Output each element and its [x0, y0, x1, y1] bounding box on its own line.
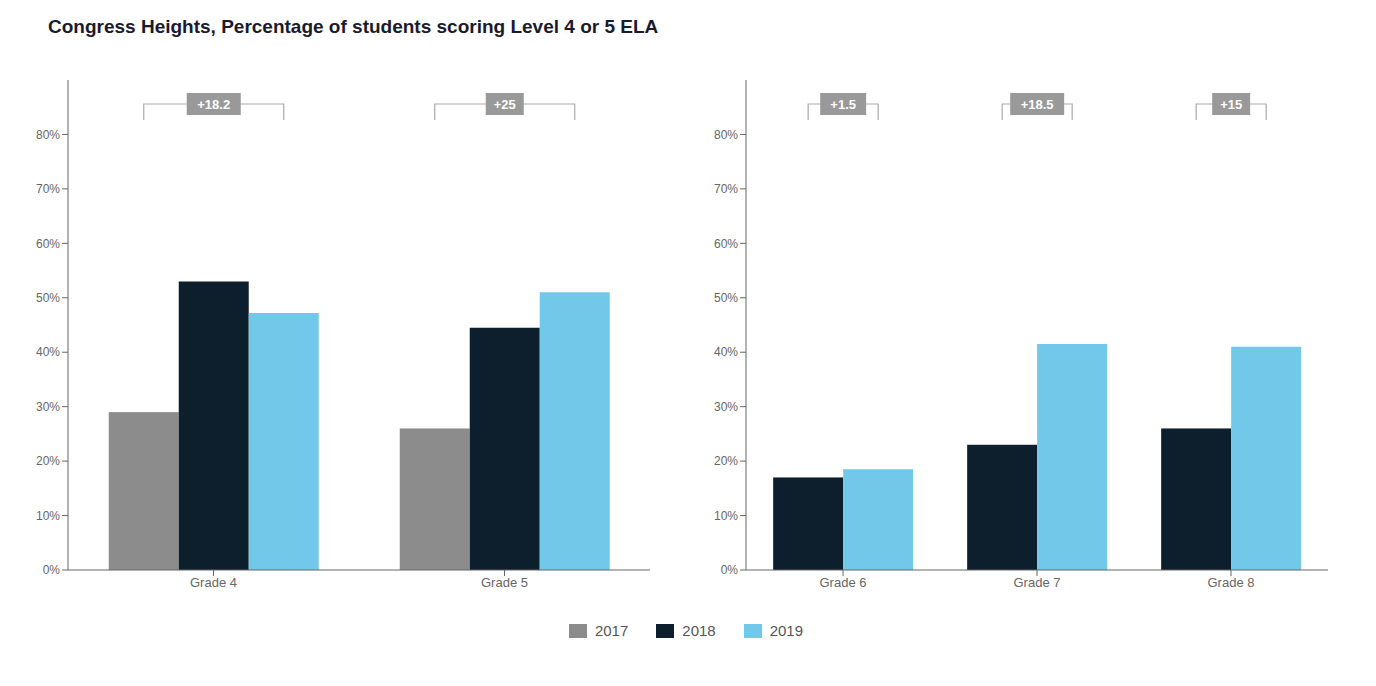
svg-text:20%: 20%	[36, 454, 60, 468]
html-text:Congress Heights, Percentage o: Congress Heights, Percentage of students…	[48, 16, 659, 37]
svg-text:30%: 30%	[36, 400, 60, 414]
svg-text:50%: 50%	[36, 291, 60, 305]
svg-text:Grade 5: Grade 5	[481, 575, 528, 590]
svg-text:80%: 80%	[714, 128, 738, 142]
html-text:2019: 2019	[769, 622, 804, 639]
html-text:2018: 2018	[682, 622, 716, 639]
svg-text:20%: 20%	[714, 454, 738, 468]
svg-text:10%: 10%	[714, 509, 738, 523]
svg-text:40%: 40%	[714, 345, 738, 359]
svg-text:10%: 10%	[36, 509, 60, 523]
svg-text:Grade 7: Grade 7	[1014, 575, 1061, 590]
svg-text:70%: 70%	[714, 182, 738, 196]
svg-text:+25: +25	[494, 97, 516, 112]
html-text:2017: 2017	[594, 622, 629, 639]
svg-text:40%: 40%	[36, 345, 60, 359]
svg-text:0%: 0%	[43, 563, 61, 577]
svg-text:+18.2: +18.2	[197, 97, 230, 112]
svg-text:Grade 6: Grade 6	[820, 575, 867, 590]
svg-text:+1.5: +1.5	[830, 97, 856, 112]
svg-text:60%: 60%	[36, 237, 60, 251]
svg-text:80%: 80%	[36, 128, 60, 142]
svg-text:0%: 0%	[721, 563, 739, 577]
svg-text:Grade 8: Grade 8	[1208, 575, 1255, 590]
svg-text:+18.5: +18.5	[1021, 97, 1054, 112]
svg-text:+15: +15	[1220, 97, 1242, 112]
svg-text:60%: 60%	[714, 237, 738, 251]
svg-text:50%: 50%	[714, 291, 738, 305]
svg-text:30%: 30%	[714, 400, 738, 414]
svg-text:Grade 4: Grade 4	[190, 575, 237, 590]
svg-text:70%: 70%	[36, 182, 60, 196]
